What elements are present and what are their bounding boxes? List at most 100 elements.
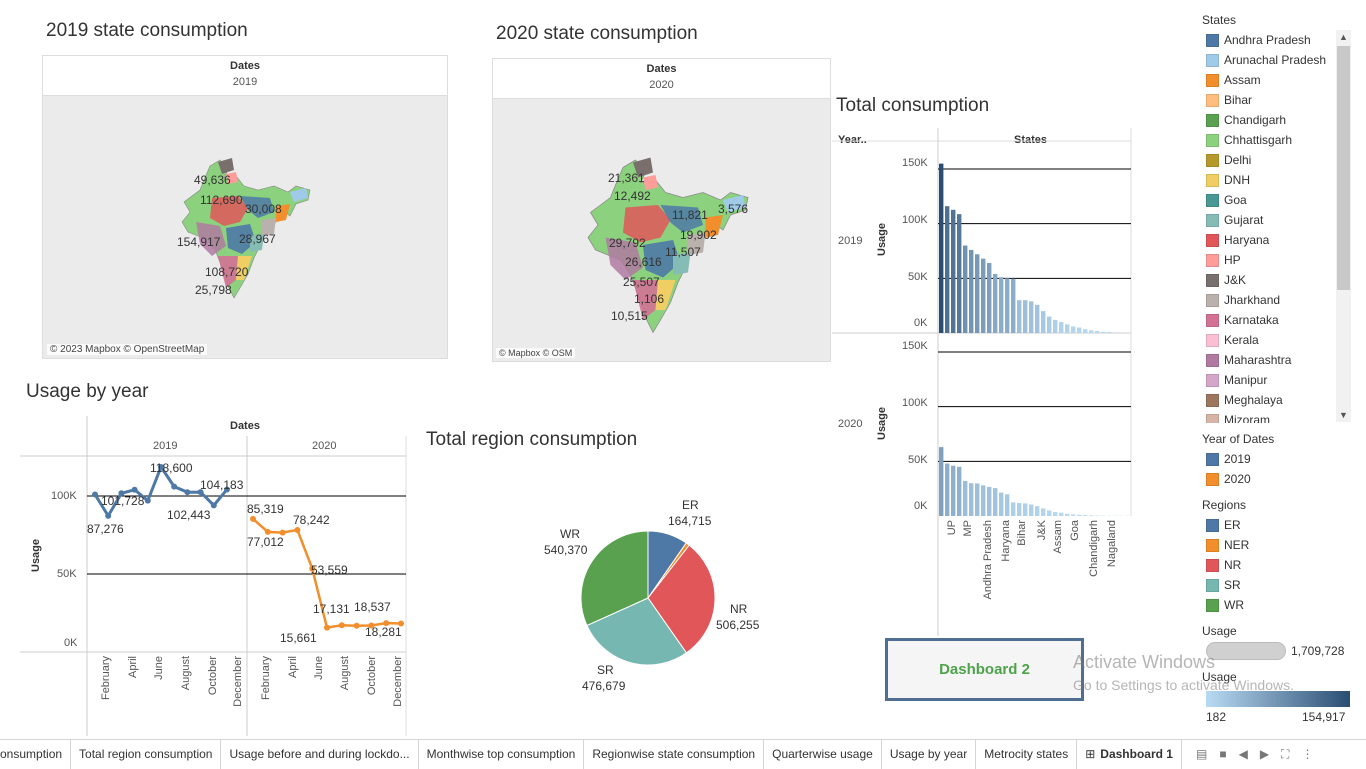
bar[interactable] (969, 483, 973, 516)
more-icon[interactable]: ⋮ (1301, 747, 1313, 761)
region-legend-item[interactable]: SR (1206, 575, 1249, 595)
bar[interactable] (975, 254, 979, 333)
bar[interactable] (1011, 502, 1015, 516)
state-legend-item[interactable]: Andhra Pradesh (1206, 30, 1334, 50)
bar[interactable] (981, 485, 985, 516)
bar[interactable] (939, 164, 943, 333)
bar[interactable] (987, 263, 991, 333)
state-legend-item[interactable]: J&K (1206, 270, 1334, 290)
data-point[interactable] (171, 484, 177, 490)
bar[interactable] (1023, 300, 1027, 333)
bar[interactable] (1089, 515, 1093, 516)
previous-sheet-icon[interactable]: ◀ (1239, 747, 1248, 761)
data-point[interactable] (354, 623, 360, 629)
bar[interactable] (957, 467, 961, 516)
state-legend-item[interactable]: Karnataka (1206, 310, 1334, 330)
tab-monthwise-top[interactable]: Monthwise top consumption (419, 740, 585, 769)
bar[interactable] (987, 487, 991, 516)
data-point[interactable] (250, 516, 256, 522)
data-point[interactable] (132, 487, 138, 493)
tab-quarterwise-usage[interactable]: Quarterwise usage (764, 740, 882, 769)
map-2019-canvas[interactable]: 49,636 112,690 30,008 28,967 154,917 108… (43, 96, 447, 358)
bar[interactable] (1053, 512, 1057, 516)
bar[interactable] (1005, 278, 1009, 333)
bar[interactable] (1095, 331, 1099, 333)
tab-usage-before-lockdown[interactable]: Usage before and during lockdo... (221, 740, 418, 769)
bar[interactable] (963, 246, 967, 333)
region-legend-item[interactable]: WR (1206, 595, 1249, 615)
bar[interactable] (993, 274, 997, 333)
bar[interactable] (951, 466, 955, 516)
bar[interactable] (1071, 514, 1075, 516)
state-legend-item[interactable]: Jharkhand (1206, 290, 1334, 310)
bar[interactable] (1107, 332, 1111, 333)
state-legend-item[interactable]: Bihar (1206, 90, 1334, 110)
state-legend-item[interactable]: Chandigarh (1206, 110, 1334, 130)
bar[interactable] (1029, 301, 1033, 333)
bar[interactable] (1047, 511, 1051, 516)
tab-dashboard-1[interactable]: ⊞ Dashboard 1 (1077, 740, 1182, 769)
tab-total-region-consumption[interactable]: Total region consumption (71, 740, 221, 769)
region-legend-item[interactable]: NR (1206, 555, 1249, 575)
data-point[interactable] (184, 489, 190, 495)
data-point[interactable] (265, 529, 271, 535)
scroll-up-icon[interactable]: ▲ (1339, 32, 1348, 42)
bar[interactable] (1071, 326, 1075, 333)
year-legend-item[interactable]: 2020 (1206, 469, 1251, 489)
state-legend-item[interactable]: Goa (1206, 190, 1334, 210)
data-point[interactable] (92, 491, 98, 497)
bar[interactable] (1053, 320, 1057, 333)
next-sheet-icon[interactable]: ▶ (1260, 747, 1269, 761)
state-legend-item[interactable]: Arunachal Pradesh (1206, 50, 1334, 70)
bar[interactable] (1023, 503, 1027, 516)
state-legend-item[interactable]: Kerala (1206, 330, 1334, 350)
region-legend-item[interactable]: NER (1206, 535, 1249, 555)
state-legend-item[interactable]: Mizoram (1206, 410, 1334, 423)
state-legend-item[interactable]: Delhi (1206, 150, 1334, 170)
bar[interactable] (975, 483, 979, 516)
bar[interactable] (1029, 505, 1033, 516)
state-legend-item[interactable]: Gujarat (1206, 210, 1334, 230)
tab-consumption[interactable]: onsumption (0, 740, 71, 769)
bar[interactable] (1047, 317, 1051, 333)
show-filmstrip-icon[interactable]: ▤ (1196, 747, 1207, 761)
state-legend-item[interactable]: Maharashtra (1206, 350, 1334, 370)
bar[interactable] (999, 493, 1003, 516)
bar[interactable] (939, 447, 943, 516)
bar[interactable] (1005, 494, 1009, 516)
data-point[interactable] (339, 622, 345, 628)
map-2019-attribution[interactable]: © 2023 Mapbox © OpenStreetMap (47, 344, 207, 355)
bar[interactable] (1083, 329, 1087, 333)
tab-regionwise-state[interactable]: Regionwise state consumption (584, 740, 764, 769)
bar[interactable] (1113, 332, 1117, 333)
bar[interactable] (945, 206, 949, 333)
region-pie-chart[interactable] (570, 520, 726, 676)
bar[interactable] (945, 464, 949, 516)
region-legend-item[interactable]: ER (1206, 515, 1249, 535)
dashboard-2-button[interactable]: Dashboard 2 (885, 638, 1084, 701)
state-legend-item[interactable]: HP (1206, 250, 1334, 270)
state-legend-item[interactable]: Chhattisgarh (1206, 130, 1334, 150)
fit-screen-icon[interactable]: ⛶ (1281, 747, 1289, 762)
state-legend-item[interactable]: Manipur (1206, 370, 1334, 390)
bar[interactable] (1065, 514, 1069, 516)
data-point[interactable] (145, 498, 151, 504)
bar[interactable] (963, 481, 967, 516)
map-2020-canvas[interactable]: 21,361 12,492 11,821 3,576 19,902 29,792… (493, 99, 830, 361)
bar[interactable] (1041, 508, 1045, 516)
state-legend-item[interactable]: DNH (1206, 170, 1334, 190)
scroll-thumb[interactable] (1337, 46, 1350, 290)
bar[interactable] (981, 259, 985, 333)
bar[interactable] (1065, 324, 1069, 333)
bar[interactable] (1083, 515, 1087, 516)
data-point[interactable] (105, 513, 111, 519)
data-point[interactable] (211, 502, 217, 508)
bar[interactable] (1017, 503, 1021, 516)
bar[interactable] (1101, 332, 1105, 333)
data-point[interactable] (294, 527, 300, 533)
bar[interactable] (1011, 279, 1015, 333)
year-legend-item[interactable]: 2019 (1206, 449, 1251, 469)
